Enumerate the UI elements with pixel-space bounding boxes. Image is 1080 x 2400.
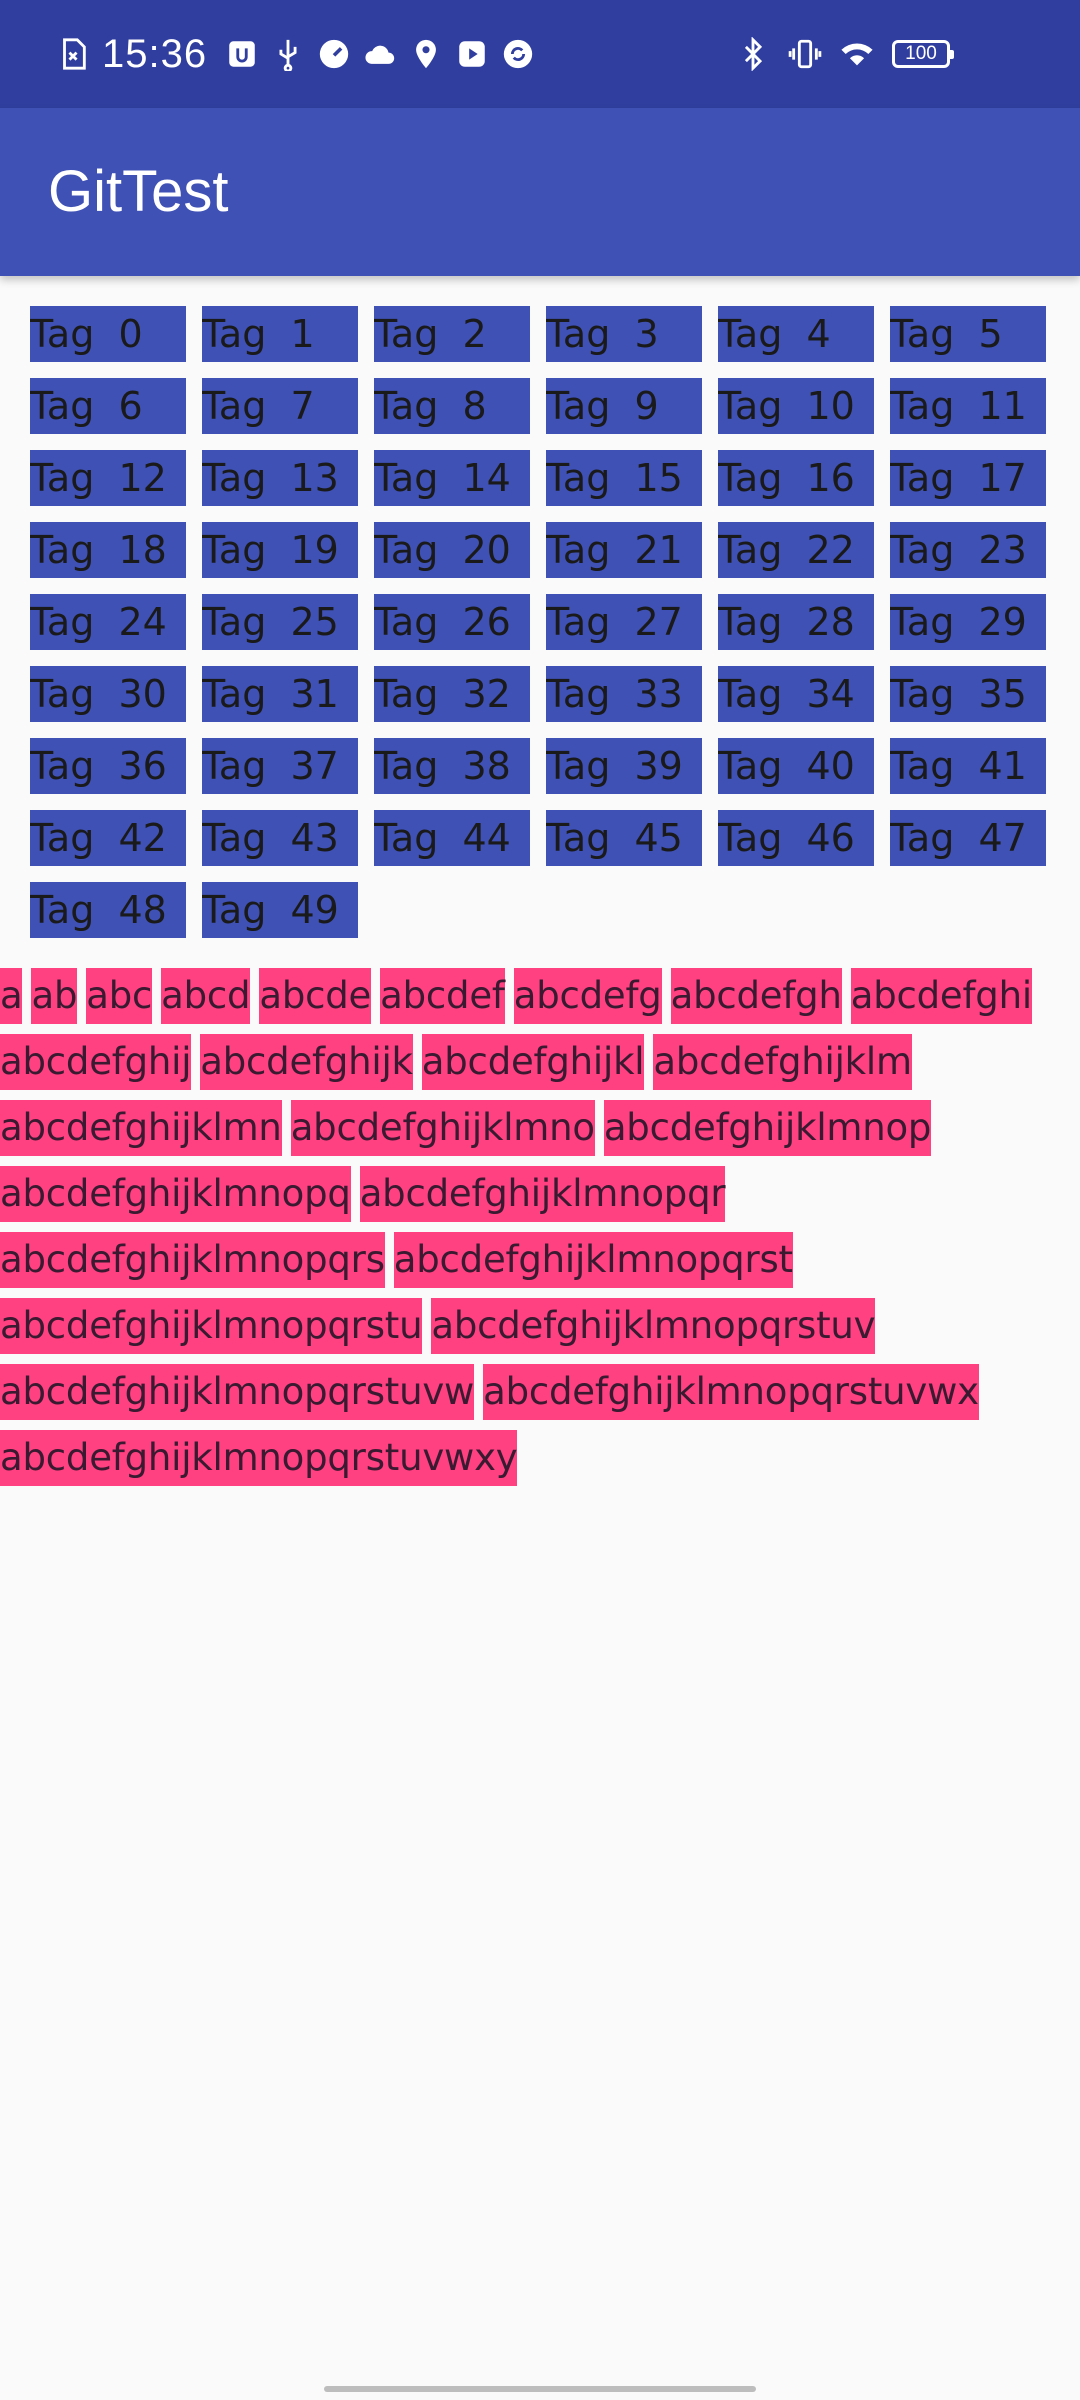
word-tag[interactable]: abcdefg bbox=[513, 968, 662, 1024]
tag-item[interactable]: Tag 33 bbox=[546, 666, 702, 722]
tag-item[interactable]: Tag 5 bbox=[890, 306, 1046, 362]
word-tag[interactable]: abcdefghijklmnop bbox=[603, 1100, 931, 1156]
play-store-icon bbox=[455, 37, 489, 71]
tag-item[interactable]: Tag 47 bbox=[890, 810, 1046, 866]
tag-item[interactable]: Tag 4 bbox=[718, 306, 874, 362]
tag-item[interactable]: Tag 29 bbox=[890, 594, 1046, 650]
tag-item[interactable]: Tag 9 bbox=[546, 378, 702, 434]
word-tag[interactable]: abcdefghij bbox=[0, 1034, 191, 1090]
word-tag[interactable]: abcdefghijklm bbox=[653, 1034, 912, 1090]
location-pin-icon bbox=[409, 37, 443, 71]
word-tag[interactable]: abcdefghijklmnopq bbox=[0, 1166, 351, 1222]
word-tag[interactable]: abc bbox=[86, 968, 152, 1024]
tag-item[interactable]: Tag 6 bbox=[30, 378, 186, 434]
tag-item[interactable]: Tag 0 bbox=[30, 306, 186, 362]
word-tag[interactable]: abcdefghijklmno bbox=[290, 1100, 595, 1156]
tag-item[interactable]: Tag 8 bbox=[374, 378, 530, 434]
cloud-icon bbox=[363, 37, 397, 71]
tag-item[interactable]: Tag 44 bbox=[374, 810, 530, 866]
usb-icon bbox=[271, 37, 305, 71]
tag-item[interactable]: Tag 20 bbox=[374, 522, 530, 578]
tag-item[interactable]: Tag 34 bbox=[718, 666, 874, 722]
tag-item[interactable]: Tag 25 bbox=[202, 594, 358, 650]
status-right-group: 100 bbox=[736, 0, 954, 108]
status-bar: 15:36 100 bbox=[0, 0, 1080, 108]
word-tag[interactable]: abcdef bbox=[380, 968, 505, 1024]
tag-item[interactable]: Tag 30 bbox=[30, 666, 186, 722]
tag-item[interactable]: Tag 19 bbox=[202, 522, 358, 578]
tag-item[interactable]: Tag 13 bbox=[202, 450, 358, 506]
tag-item[interactable]: Tag 11 bbox=[890, 378, 1046, 434]
tag-item[interactable]: Tag 16 bbox=[718, 450, 874, 506]
word-tag[interactable]: abcdefgh bbox=[670, 968, 842, 1024]
sim-card-icon bbox=[56, 37, 90, 71]
tag-item[interactable]: Tag 41 bbox=[890, 738, 1046, 794]
tag-item[interactable]: Tag 36 bbox=[30, 738, 186, 794]
tag-item[interactable]: Tag 10 bbox=[718, 378, 874, 434]
word-flow: a ab abc abcd abcde abcdef abcdefg abcdefgh abcd… bbox=[0, 968, 1060, 1486]
tag-item[interactable]: Tag 27 bbox=[546, 594, 702, 650]
word-tag[interactable]: abcdefghijklmnopqr bbox=[359, 1166, 726, 1222]
tag-item[interactable]: Tag 39 bbox=[546, 738, 702, 794]
tag-item[interactable]: Tag 32 bbox=[374, 666, 530, 722]
tag-item[interactable]: Tag 23 bbox=[890, 522, 1046, 578]
usb-debug-icon bbox=[225, 37, 259, 71]
tag-item[interactable]: Tag 24 bbox=[30, 594, 186, 650]
tag-item[interactable]: Tag 42 bbox=[30, 810, 186, 866]
app-title: GitTest bbox=[48, 159, 229, 224]
tag-item[interactable]: Tag 31 bbox=[202, 666, 358, 722]
tag-item[interactable]: Tag 17 bbox=[890, 450, 1046, 506]
tag-item[interactable]: Tag 2 bbox=[374, 306, 530, 362]
word-tag[interactable]: abcdefghijklmnopqrstuvwx bbox=[483, 1364, 979, 1420]
word-tag[interactable]: abcdefghijklmnopqrstuvwxy bbox=[0, 1430, 518, 1486]
tag-item[interactable]: Tag 14 bbox=[374, 450, 530, 506]
tag-item[interactable]: Tag 12 bbox=[30, 450, 186, 506]
word-tag[interactable]: abcd bbox=[161, 968, 251, 1024]
tag-item[interactable]: Tag 21 bbox=[546, 522, 702, 578]
tag-item[interactable]: Tag 40 bbox=[718, 738, 874, 794]
tag-item[interactable]: Tag 22 bbox=[718, 522, 874, 578]
tag-grid: Tag 0 Tag 1 Tag 2 Tag 3 Tag 4 Tag 5 Tag 6 Tag 7… bbox=[30, 306, 1054, 938]
tag-item[interactable]: Tag 45 bbox=[546, 810, 702, 866]
status-left-group: 15:36 bbox=[56, 0, 535, 108]
tag-item[interactable]: Tag 46 bbox=[718, 810, 874, 866]
tag-item[interactable]: Tag 48 bbox=[30, 882, 186, 938]
home-indicator[interactable] bbox=[324, 2386, 756, 2392]
tag-item[interactable]: Tag 7 bbox=[202, 378, 358, 434]
battery-icon: 100 bbox=[892, 40, 954, 68]
tag-item[interactable]: Tag 3 bbox=[546, 306, 702, 362]
speedometer-icon bbox=[317, 37, 351, 71]
tag-item[interactable]: Tag 26 bbox=[374, 594, 530, 650]
tag-item[interactable]: Tag 28 bbox=[718, 594, 874, 650]
word-tag[interactable]: abcde bbox=[259, 968, 371, 1024]
app-bar: GitTest bbox=[0, 108, 1080, 276]
word-tag[interactable]: a bbox=[0, 968, 23, 1024]
word-tag[interactable]: abcdefghijklmnopqrstu bbox=[0, 1298, 423, 1354]
tag-item[interactable]: Tag 15 bbox=[546, 450, 702, 506]
tag-item[interactable]: Tag 38 bbox=[374, 738, 530, 794]
vibrate-icon bbox=[788, 37, 822, 71]
word-tag[interactable]: abcdefghijklmnopqrs bbox=[0, 1232, 385, 1288]
word-tag[interactable]: abcdefghijklmn bbox=[0, 1100, 282, 1156]
word-tag[interactable]: abcdefghijk bbox=[200, 1034, 413, 1090]
word-tag[interactable]: abcdefghijklmnopqrstuv bbox=[431, 1298, 876, 1354]
word-tag[interactable]: abcdefghijkl bbox=[421, 1034, 645, 1090]
tag-item[interactable]: Tag 49 bbox=[202, 882, 358, 938]
tag-item[interactable]: Tag 43 bbox=[202, 810, 358, 866]
sync-icon bbox=[501, 37, 535, 71]
word-tag[interactable]: abcdefghijklmnopqrstuvw bbox=[0, 1364, 474, 1420]
word-tag[interactable]: abcdefghijklmnopqrst bbox=[393, 1232, 793, 1288]
bluetooth-icon bbox=[736, 37, 770, 71]
tag-item[interactable]: Tag 1 bbox=[202, 306, 358, 362]
tag-item[interactable]: Tag 18 bbox=[30, 522, 186, 578]
tag-item[interactable]: Tag 37 bbox=[202, 738, 358, 794]
word-tag[interactable]: ab bbox=[31, 968, 77, 1024]
word-tag[interactable]: abcdefghi bbox=[850, 968, 1032, 1024]
status-time: 15:36 bbox=[102, 31, 208, 76]
wifi-icon bbox=[840, 37, 874, 71]
tag-item[interactable]: Tag 35 bbox=[890, 666, 1046, 722]
